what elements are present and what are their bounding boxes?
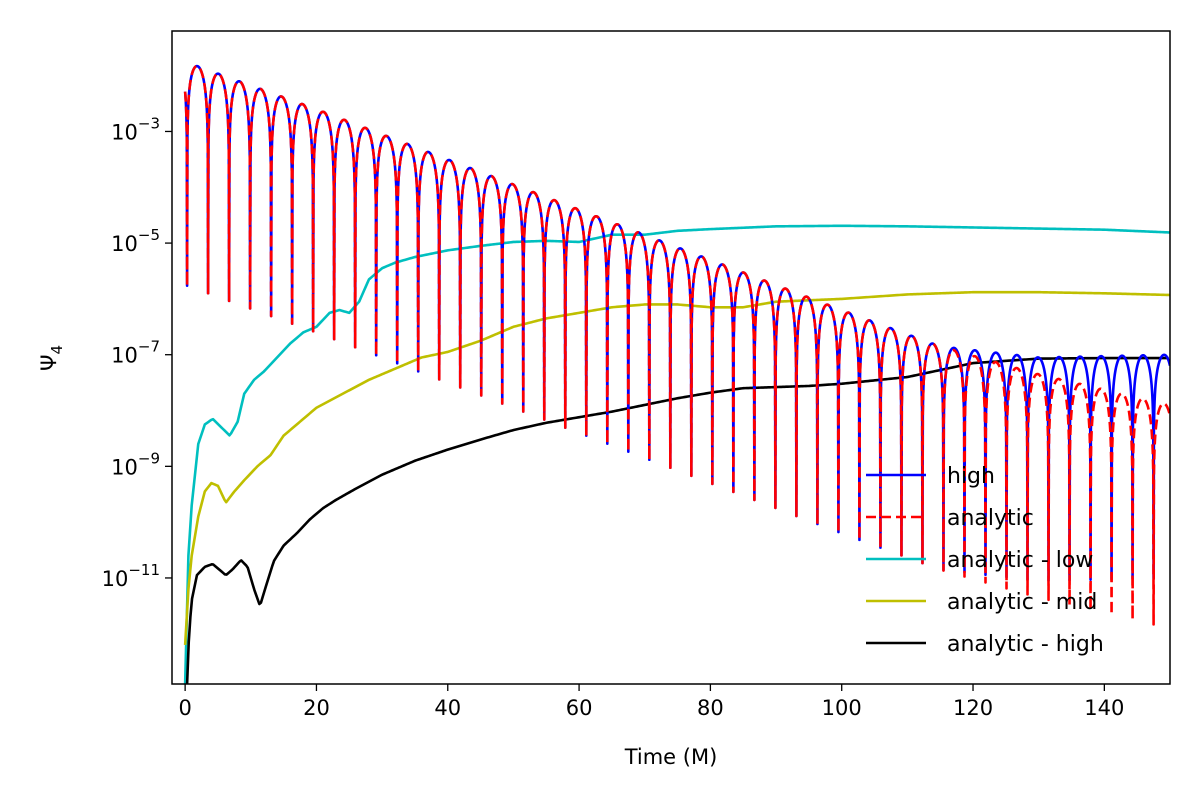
- y-tick-label: 10−5: [111, 226, 160, 256]
- legend-label: analytic - high: [947, 632, 1104, 657]
- x-axis: 0 20 40 60 80 100 120 140: [178, 684, 1124, 720]
- series-line-analytic: [183, 64, 1170, 626]
- legend-label: analytic: [947, 506, 1034, 531]
- y-axis-label-main: Ψ: [37, 355, 61, 372]
- legend: high analytic analytic - low analytic - mid…: [866, 464, 1104, 657]
- legend-label: analytic - mid: [947, 590, 1097, 615]
- y-axis: 10−310−510−710−910−11: [102, 114, 172, 591]
- plot-frame: [171, 30, 1171, 685]
- series-line-analytic-mid: [183, 290, 1170, 646]
- series-line-analytic-low: [183, 224, 1170, 684]
- y-tick-exponent: −5: [138, 226, 160, 244]
- y-tick-exponent: −7: [138, 338, 160, 356]
- legend-label: analytic - low: [947, 548, 1093, 573]
- x-tick-label: 120: [953, 696, 993, 720]
- y-axis-label-group: Ψ4: [37, 345, 66, 371]
- x-tick-label: 80: [697, 696, 724, 720]
- y-tick-label: 10−11: [102, 561, 160, 591]
- x-tick-label: 20: [303, 696, 330, 720]
- x-axis-label: Time (M): [624, 745, 718, 769]
- x-tick-label: 0: [178, 696, 191, 720]
- y-tick-exponent: −3: [138, 114, 160, 132]
- series-line-analytic-high: [185, 356, 1169, 684]
- y-tick-exponent: −11: [128, 561, 160, 579]
- y-tick-label: 10−3: [111, 114, 160, 144]
- x-tick-label: 60: [566, 696, 593, 720]
- y-tick-label: 10−7: [111, 338, 160, 368]
- y-tick-label: 10−9: [111, 449, 160, 479]
- y-axis-label: Ψ4: [37, 345, 66, 371]
- y-axis-label-subscript: 4: [48, 345, 66, 355]
- y-tick-base: 10: [111, 455, 138, 479]
- y-tick-base: 10: [102, 567, 129, 591]
- legend-label: high: [947, 464, 995, 489]
- x-tick-label: 140: [1084, 696, 1124, 720]
- y-tick-base: 10: [111, 120, 138, 144]
- y-tick-base: 10: [111, 232, 138, 256]
- x-tick-label: 100: [822, 696, 862, 720]
- x-tick-label: 40: [434, 696, 461, 720]
- y-tick-base: 10: [111, 344, 138, 368]
- series-layer: [183, 64, 1170, 684]
- y-tick-exponent: −9: [138, 449, 160, 467]
